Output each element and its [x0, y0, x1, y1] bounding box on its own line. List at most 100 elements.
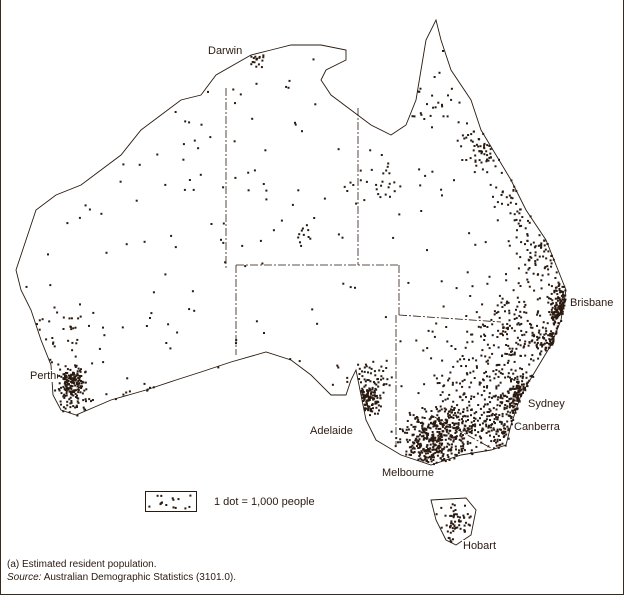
population-dot	[200, 123, 203, 126]
population-dot	[364, 363, 367, 366]
population-dot	[68, 376, 71, 379]
population-dot	[462, 429, 465, 432]
population-dot	[255, 82, 258, 85]
population-dot	[66, 400, 69, 403]
population-dot	[495, 387, 498, 390]
population-dot	[428, 438, 431, 441]
population-dot	[435, 440, 438, 443]
population-dot	[510, 378, 512, 381]
population-dot	[451, 443, 453, 446]
population-dot	[441, 459, 444, 462]
population-dot	[207, 90, 209, 93]
population-dot	[406, 431, 409, 434]
population-dot	[400, 385, 403, 388]
population-dot	[167, 323, 170, 326]
population-dot	[450, 416, 453, 419]
population-dot	[367, 405, 369, 408]
population-dot	[72, 378, 75, 381]
population-dot	[507, 359, 510, 362]
population-dot	[471, 452, 474, 455]
population-dot	[474, 425, 477, 428]
population-dot	[446, 445, 448, 448]
population-dot	[449, 408, 452, 411]
population-dot	[404, 431, 406, 434]
population-dot	[165, 342, 168, 344]
population-dot	[462, 514, 465, 517]
population-dot	[531, 374, 534, 377]
population-dot	[561, 307, 564, 310]
population-dot	[365, 407, 368, 410]
population-dot	[486, 411, 489, 413]
population-dot	[446, 428, 449, 431]
population-dot	[459, 520, 462, 523]
population-dot	[466, 513, 469, 516]
population-dot	[523, 300, 526, 303]
population-dot	[528, 267, 531, 269]
population-dot	[444, 514, 447, 517]
population-dot	[428, 440, 431, 443]
population-dot	[517, 387, 520, 390]
population-dot	[501, 297, 504, 300]
population-dot	[453, 457, 456, 460]
population-dot	[539, 343, 542, 346]
population-dot	[417, 421, 420, 423]
population-dot	[471, 425, 473, 428]
population-dot	[539, 314, 542, 317]
population-dot	[425, 431, 428, 434]
population-dot	[537, 337, 540, 340]
population-dot	[456, 515, 459, 518]
population-dot	[561, 312, 564, 315]
population-dot	[539, 352, 541, 355]
population-dot	[161, 501, 163, 504]
population-dot	[480, 161, 483, 164]
population-dot	[149, 317, 151, 319]
population-dot	[503, 427, 506, 430]
population-dot	[451, 527, 454, 530]
population-dot	[489, 409, 492, 412]
population-dot	[302, 233, 305, 236]
population-dot	[536, 335, 539, 338]
population-dot	[434, 106, 437, 109]
population-dot	[199, 173, 202, 176]
population-dot	[486, 359, 489, 362]
population-dot	[234, 176, 237, 179]
population-dot	[412, 425, 415, 428]
population-dot	[233, 140, 236, 143]
population-dot	[422, 429, 425, 432]
population-dot	[495, 369, 498, 371]
population-dot	[437, 446, 440, 449]
population-dot	[427, 449, 430, 452]
population-dot	[78, 374, 81, 377]
population-dot	[52, 341, 55, 344]
population-dot	[430, 416, 433, 418]
population-dot	[510, 196, 513, 199]
population-dot	[453, 424, 456, 427]
population-dot	[424, 174, 427, 177]
population-dot	[481, 422, 484, 425]
population-dot	[436, 454, 439, 457]
population-dot	[547, 250, 550, 253]
population-dot	[538, 297, 541, 300]
population-dot	[454, 348, 457, 350]
population-dot	[507, 437, 510, 440]
population-dot	[499, 372, 502, 375]
population-dot	[265, 189, 268, 192]
population-dot	[437, 434, 440, 437]
population-dot	[466, 427, 469, 430]
population-dot	[507, 392, 510, 394]
population-dot	[423, 118, 426, 120]
population-dot	[520, 224, 523, 227]
population-dot	[60, 403, 62, 406]
population-dot	[148, 505, 151, 508]
population-dot	[496, 418, 499, 421]
population-dot	[480, 441, 483, 444]
population-dot	[264, 149, 267, 152]
population-dot	[447, 432, 450, 435]
population-dot	[456, 360, 459, 363]
population-dot	[520, 241, 523, 244]
population-dot	[481, 303, 484, 306]
population-dot	[443, 446, 446, 449]
population-dot	[537, 310, 540, 313]
population-dot	[81, 385, 83, 388]
population-dot	[479, 145, 482, 148]
